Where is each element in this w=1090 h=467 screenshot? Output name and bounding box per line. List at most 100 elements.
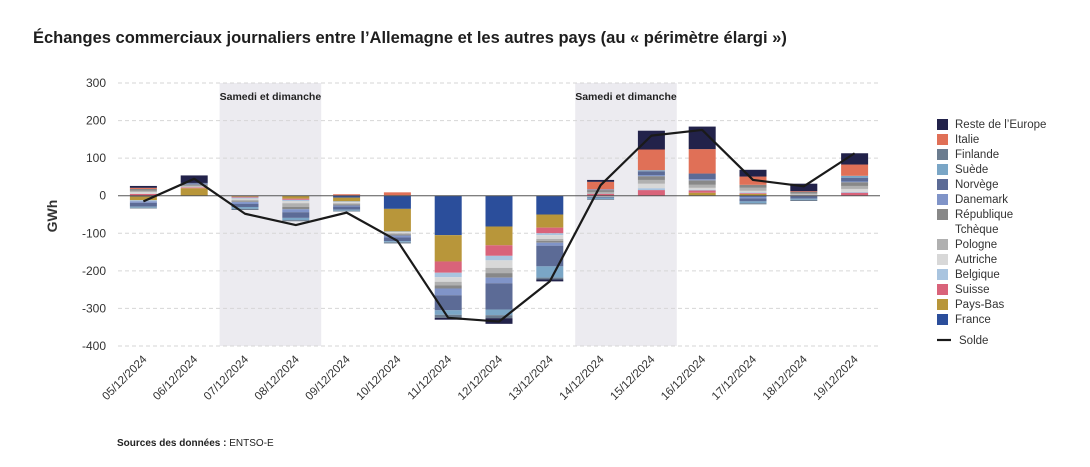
- legend-label: Finlande: [955, 149, 999, 161]
- legend-swatch-norv-ge: [937, 179, 948, 190]
- bar-segment-finlande-5: [333, 210, 361, 212]
- legend-label: Suède: [955, 164, 988, 176]
- bar-segment-belgique-11: [637, 188, 665, 191]
- x-tick-label: 14/12/2024: [558, 353, 608, 403]
- bar-segment-suisse-4: [282, 198, 310, 200]
- bar-segment-reste-de-l-europe-10: [587, 179, 615, 182]
- bar-segment-pologne-6: [383, 233, 411, 235]
- bar-segment-r-publique-tch-que-5: [333, 204, 361, 206]
- legend-label: Italie: [955, 134, 979, 146]
- weekend-label-1: Samedi et dimanche: [220, 91, 322, 103]
- bar-segment-france-7: [434, 195, 462, 236]
- legend-label: Reste de l’Europe: [955, 119, 1046, 131]
- legend-swatch-belgique: [937, 269, 948, 280]
- bar-segment-danemark-1: [129, 201, 157, 203]
- bar-segment-danemark-10: [587, 189, 615, 191]
- legend-label: Tchèque: [955, 224, 998, 236]
- bar-segment-danemark-8: [485, 277, 513, 284]
- bar-segment-r-publique-tch-que-2: [180, 184, 208, 186]
- bars: [129, 126, 869, 324]
- bar-segment-r-publique-tch-que-7: [434, 285, 462, 289]
- bar-segment-pays-bas-7: [434, 235, 462, 262]
- bar-segment-su-de-1: [129, 206, 157, 208]
- bar-segment-norv-ge-6: [383, 237, 411, 242]
- bar-segment-pays-bas-4: [282, 195, 310, 199]
- bar-segment-norv-ge-10: [587, 196, 615, 198]
- legend-label: Suisse: [955, 284, 990, 296]
- bar-segment-autriche-6: [383, 232, 411, 234]
- y-tick-label: -300: [82, 301, 106, 315]
- bar-segment-reste-de-l-europe-15: [841, 153, 869, 165]
- x-tick-label: 07/12/2024: [202, 353, 252, 403]
- legend: Reste de l’Europe Italie Finlande Suède Norv…: [937, 119, 1046, 347]
- legend-swatch-autriche: [937, 254, 948, 265]
- legend-label: République: [955, 209, 1013, 221]
- x-axis-ticks: 05/12/2024 06/12/2024 07/12/2024 08/12/2024…: [100, 353, 861, 403]
- y-tick-label: 0: [99, 189, 106, 203]
- bar-segment-autriche-2: [180, 186, 208, 188]
- bar-segment-pologne-8: [485, 267, 513, 274]
- bar-segment-suisse-7: [434, 261, 462, 273]
- bar-segment-r-publique-tch-que-4: [282, 206, 310, 210]
- bar-segment-italie-11: [637, 149, 665, 171]
- bar-segment-danemark-11: [637, 175, 665, 177]
- x-tick-label: 09/12/2024: [304, 353, 354, 403]
- legend-label: France: [955, 314, 991, 326]
- source-value: ENTSO-E: [229, 438, 274, 449]
- bar-segment-su-de-14: [790, 198, 818, 200]
- bar-segment-su-de-3: [231, 206, 259, 209]
- weekend-label-2: Samedi et dimanche: [575, 91, 677, 103]
- bar-segment-italie-5: [333, 194, 361, 195]
- bar-segment-su-de-15: [841, 175, 869, 178]
- bar-segment-pologne-7: [434, 281, 462, 286]
- bar-segment-italie-14: [790, 191, 818, 192]
- bar-segment-autriche-5: [333, 202, 361, 204]
- bar-segment-autriche-11: [637, 183, 665, 189]
- chart-title: Échanges commerciaux journaliers entre l…: [33, 29, 787, 47]
- bar-segment-su-de-10: [587, 197, 615, 200]
- bar-segment-finlande-13: [739, 203, 767, 205]
- bar-segment-belgique-13: [739, 192, 767, 194]
- x-tick-label: 15/12/2024: [608, 353, 658, 403]
- bar-segment-su-de-13: [739, 201, 767, 204]
- bar-segment-r-publique-tch-que-9: [536, 240, 564, 243]
- legend-label: Solde: [959, 335, 988, 347]
- bar-segment-suisse-13: [739, 193, 767, 194]
- y-axis-label: GWh: [44, 200, 60, 233]
- bar-segment-norv-ge-5: [333, 206, 361, 210]
- bar-segment-r-publique-tch-que-15: [841, 182, 869, 186]
- y-tick-label: -400: [82, 339, 106, 353]
- bar-segment-norv-ge-15: [841, 177, 869, 182]
- bar-segment-belgique-12: [688, 189, 716, 191]
- x-tick-label: 16/12/2024: [659, 353, 709, 403]
- bar-segment-autriche-7: [434, 277, 462, 282]
- bar-segment-pays-bas-1: [129, 196, 157, 201]
- x-tick-label: 13/12/2024: [507, 353, 557, 403]
- bar-segment-finlande-4: [282, 220, 310, 222]
- legend-swatch-pays-bas: [937, 299, 948, 310]
- bar-segment-france-13: [739, 195, 767, 197]
- bar-segment-su-de-5: [333, 209, 361, 211]
- legend-swatch-pologne: [937, 239, 948, 250]
- bar-segment-pologne-1: [129, 190, 157, 192]
- bar-segment-italie-12: [688, 149, 716, 174]
- legend-label: Belgique: [955, 269, 1000, 281]
- bar-segment-pologne-12: [688, 184, 716, 188]
- x-tick-label: 19/12/2024: [812, 353, 862, 403]
- bar-segment-reste-de-l-europe-1: [129, 185, 157, 188]
- x-tick-label: 05/12/2024: [100, 353, 150, 403]
- y-tick-label: 300: [86, 76, 106, 90]
- legend-swatch-italie: [937, 134, 948, 145]
- bar-segment-reste-de-l-europe-12: [688, 126, 716, 150]
- bar-segment-danemark-7: [434, 288, 462, 296]
- bar-segment-suisse-1: [129, 193, 157, 196]
- bar-segment-belgique-7: [434, 272, 462, 278]
- x-tick-label: 08/12/2024: [253, 353, 303, 403]
- bar-segment-france-5: [333, 195, 361, 198]
- bar-segment-danemark-5: [333, 205, 361, 207]
- bar-segment-norv-ge-11: [637, 171, 665, 176]
- bar-segment-suisse-12: [688, 190, 716, 193]
- bar-segment-autriche-14: [790, 194, 818, 196]
- bar-segment-pologne-3: [231, 199, 259, 202]
